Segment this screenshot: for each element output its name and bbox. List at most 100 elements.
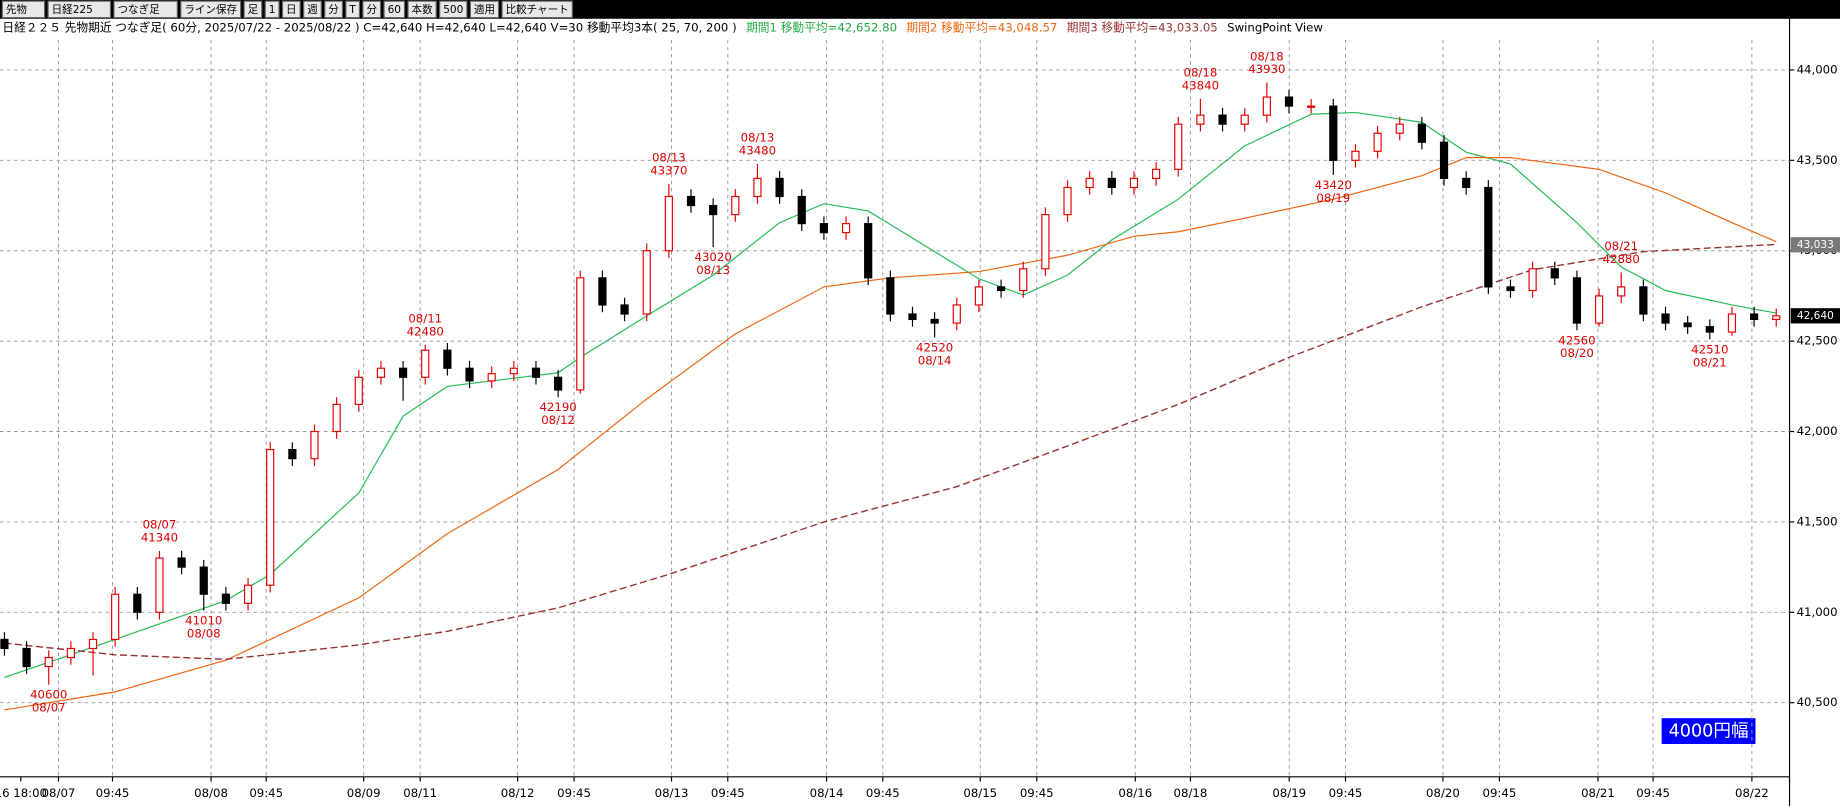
candle-body: [310, 430, 319, 460]
swing-price: 42190: [539, 400, 576, 414]
toolbar-label[interactable]: T: [348, 4, 356, 16]
price-box-label: 43,033: [1797, 239, 1834, 251]
candle-body: [332, 403, 341, 433]
x-tick-label: 08/14: [810, 786, 844, 800]
y-tick-label: 42,000: [1797, 424, 1838, 438]
toolbar-button[interactable]: [383, 0, 406, 19]
toolbar-button[interactable]: [1, 0, 46, 19]
swing-price: 42480: [407, 324, 444, 338]
toolbar-button[interactable]: [501, 0, 573, 19]
y-tick-label: 41,500: [1797, 514, 1838, 528]
toolbar-label[interactable]: 適用: [474, 3, 495, 16]
price-box-label: 42,640: [1797, 310, 1834, 322]
toolbar-button[interactable]: [113, 0, 178, 19]
candle-body: [775, 177, 784, 198]
toolbar-label[interactable]: 60: [388, 4, 402, 16]
toolbar-button[interactable]: [264, 0, 280, 19]
toolbar-button[interactable]: [180, 0, 242, 19]
price-box: [1790, 237, 1840, 253]
candle-body: [1439, 141, 1449, 180]
candle-body: [1705, 326, 1714, 333]
candle-body: [598, 277, 607, 306]
candle-body: [509, 367, 518, 375]
toolbar-label[interactable]: 比較チャート: [506, 3, 569, 16]
y-tick-label: 40,500: [1797, 695, 1838, 709]
swing-price: 40600: [30, 688, 67, 702]
swing-price: 43480: [739, 144, 776, 158]
candle-body: [1506, 286, 1515, 292]
x-tick-label: 08/16: [1118, 786, 1152, 800]
toolbar-label[interactable]: 500: [443, 4, 463, 16]
candle-body: [1019, 268, 1028, 292]
toolbar-button[interactable]: [439, 0, 468, 19]
candle-body: [1329, 105, 1338, 161]
candle-body: [398, 367, 408, 378]
toolbar-label[interactable]: 分: [328, 4, 339, 16]
candle-body: [1462, 177, 1471, 189]
swing-date: 08/21: [1693, 355, 1727, 369]
header-text: 期間1 移動平均=42,652.80: [746, 21, 897, 35]
header-text: 日経２２５ 先物期近 つなぎ足( 60分, 2025/07/22 - 2025/…: [2, 21, 736, 35]
toolbar-label[interactable]: ライン保存: [184, 3, 237, 16]
x-tick-label: 09:45: [711, 786, 745, 800]
toolbar-label[interactable]: 日経225: [52, 3, 93, 16]
candle-body: [1307, 105, 1316, 108]
swing-date: 08/11: [408, 311, 442, 325]
candle-body: [66, 647, 75, 659]
toolbar-button[interactable]: [281, 0, 301, 19]
candle-body: [996, 286, 1006, 292]
y-tick-label: 44,000: [1797, 62, 1838, 76]
candle-body: [731, 195, 740, 216]
candle-body: [376, 367, 386, 378]
candle-body: [531, 367, 541, 378]
toolbar-button[interactable]: [362, 0, 382, 19]
candle-body: [576, 277, 585, 391]
toolbar-label[interactable]: 本数: [412, 3, 434, 16]
toolbar-label[interactable]: 分: [366, 4, 377, 16]
toolbar-label[interactable]: 日: [286, 4, 297, 16]
swing-price: 43420: [1315, 178, 1352, 192]
toolbar-button[interactable]: [469, 0, 500, 19]
toolbar-button[interactable]: [243, 0, 263, 19]
toolbar-label[interactable]: 1: [269, 4, 276, 16]
toolbar-button[interactable]: [407, 0, 437, 19]
moving-average-line: [4, 243, 1777, 661]
y-tick-label: 42,500: [1797, 334, 1838, 348]
moving-average-line: [4, 111, 1777, 678]
candle-body: [1152, 168, 1161, 180]
price-box: [1790, 308, 1840, 324]
x-tick-label: 08/19: [1272, 786, 1306, 800]
swing-price: 41010: [185, 614, 222, 628]
candle-body: [44, 656, 53, 668]
candle-body: [1218, 114, 1227, 125]
candle-body: [664, 195, 673, 252]
candle-body: [1749, 313, 1759, 321]
candle-body: [1550, 268, 1559, 279]
x-tick-label: 08/21: [1581, 786, 1615, 800]
swing-date: 08/19: [1316, 191, 1350, 205]
candle-body: [111, 593, 120, 641]
candle-body: [620, 304, 629, 315]
toolbar-label[interactable]: 足: [248, 4, 259, 16]
swing-date: 08/20: [1560, 346, 1594, 360]
candle-body: [686, 195, 696, 207]
x-tick-label: 16 18:00: [0, 786, 47, 800]
toolbar-button[interactable]: [345, 0, 360, 19]
toolbar-label[interactable]: 週: [307, 4, 318, 16]
candle-body: [465, 367, 474, 382]
x-tick-label: 08/20: [1426, 786, 1460, 800]
toolbar-label[interactable]: つなぎ足: [117, 3, 160, 16]
toolbar-button[interactable]: [324, 0, 343, 19]
toolbar-button[interactable]: [303, 0, 322, 19]
toolbar-label[interactable]: 先物: [6, 3, 28, 16]
x-tick-label: 09:45: [1483, 786, 1517, 800]
candle-body: [1484, 186, 1493, 288]
candle-body: [133, 593, 142, 613]
x-tick-label: 09:45: [249, 786, 283, 800]
candle-body: [199, 566, 208, 595]
toolbar-button[interactable]: [47, 0, 112, 19]
candle-body: [797, 195, 806, 225]
candle-body: [1572, 277, 1582, 324]
candle-body: [1262, 96, 1271, 116]
